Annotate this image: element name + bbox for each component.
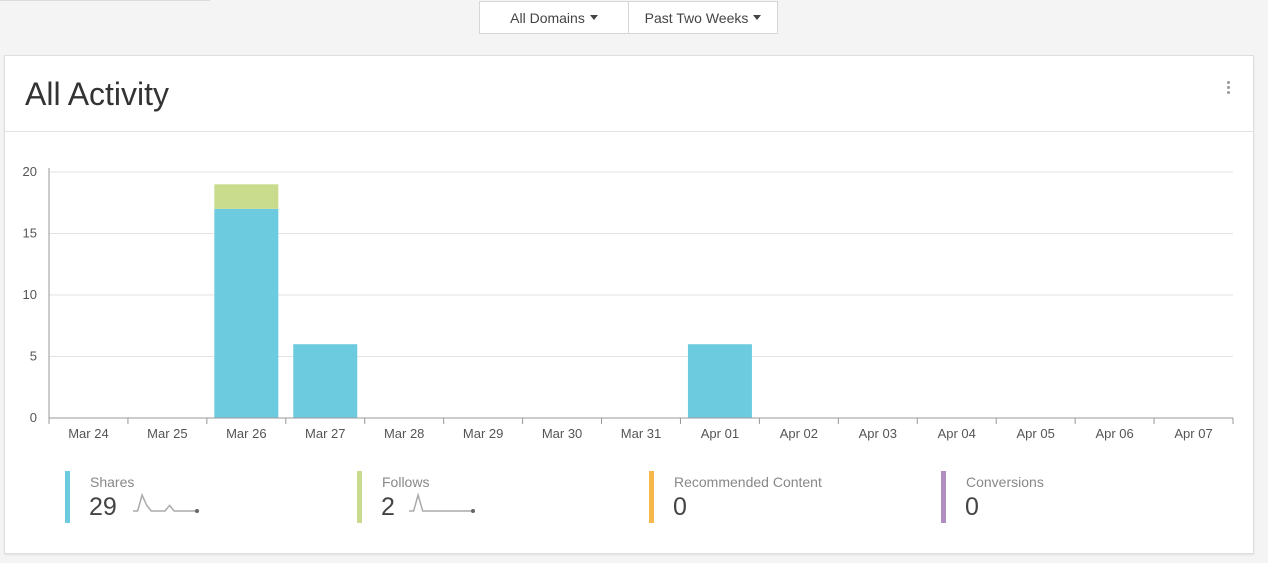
- x-tick-label: Apr 02: [780, 426, 818, 441]
- x-tick-label: Apr 07: [1174, 426, 1212, 441]
- sparkline-path: [409, 493, 473, 512]
- x-tick-label: Apr 06: [1095, 426, 1133, 441]
- y-tick-label: 5: [30, 349, 37, 364]
- bar-shares-apr-01: [687, 344, 752, 418]
- x-tick-label: Apr 05: [1017, 426, 1055, 441]
- x-tick-label: Mar 27: [305, 426, 345, 441]
- bar-shares-mar-27: [293, 344, 358, 418]
- chart-legend: Shares 29 Follows 2 Recommended Content …: [5, 471, 1253, 531]
- legend-conversions-color: [941, 471, 946, 523]
- x-tick-label: Mar 25: [147, 426, 187, 441]
- legend-shares-color: [65, 471, 70, 523]
- filter-group: All Domains Past Two Weeks: [479, 1, 778, 34]
- legend-conversions-value: 0: [965, 493, 979, 521]
- y-tick-label: 0: [30, 410, 37, 425]
- y-tick-label: 20: [23, 164, 37, 179]
- domains-dropdown-label: All Domains: [510, 9, 585, 26]
- legend-follows-value: 2: [381, 493, 395, 521]
- activity-card: All Activity 0 5 10 15 20 Mar 24 Mar 25 Mar 26 M…: [4, 55, 1254, 554]
- x-tick-label: Mar 26: [226, 426, 266, 441]
- x-tick-label: Mar 24: [68, 426, 108, 441]
- bar-shares-mar-26: [214, 208, 279, 418]
- caret-down-icon: [589, 15, 598, 20]
- x-tick-label: Apr 01: [701, 426, 739, 441]
- sparkline-end-dot: [471, 509, 475, 513]
- sparkline-end-dot: [195, 509, 199, 513]
- x-tick-label: Apr 04: [938, 426, 976, 441]
- legend-follows-label: Follows: [382, 474, 430, 490]
- date-range-dropdown-label: Past Two Weeks: [644, 9, 749, 26]
- sparkline-path: [133, 493, 197, 512]
- x-tick-label: Mar 31: [621, 426, 661, 441]
- activity-bar-chart: 0 5 10 15 20 Mar 24 Mar 25 Mar 26 Mar 27 Mar 28 Ma…: [23, 164, 1234, 441]
- card-header: All Activity: [5, 56, 1253, 132]
- top-divider: [0, 0, 210, 1]
- x-tick-label: Mar 29: [463, 426, 503, 441]
- x-tick-label: Apr 03: [859, 426, 897, 441]
- legend-recommended-value: 0: [673, 493, 687, 521]
- kebab-menu-icon[interactable]: [1225, 81, 1231, 97]
- legend-follows-color: [357, 471, 362, 523]
- x-tick-label: Mar 28: [384, 426, 424, 441]
- domains-dropdown[interactable]: All Domains: [480, 2, 629, 33]
- legend-conversions-label: Conversions: [966, 474, 1044, 490]
- date-range-dropdown[interactable]: Past Two Weeks: [629, 2, 777, 33]
- legend-recommended-color: [649, 471, 654, 523]
- follows-sparkline: [409, 493, 475, 513]
- x-tick-label: Mar 30: [542, 426, 582, 441]
- bar-follows-mar-26: [214, 184, 279, 209]
- caret-down-icon: [753, 15, 762, 20]
- legend-recommended-label: Recommended Content: [674, 474, 822, 490]
- legend-shares-label: Shares: [90, 474, 135, 490]
- shares-sparkline: [133, 493, 199, 513]
- y-tick-label: 15: [23, 226, 37, 241]
- y-tick-label: 10: [23, 287, 37, 302]
- card-title: All Activity: [25, 76, 170, 112]
- legend-shares-value: 29: [89, 493, 117, 521]
